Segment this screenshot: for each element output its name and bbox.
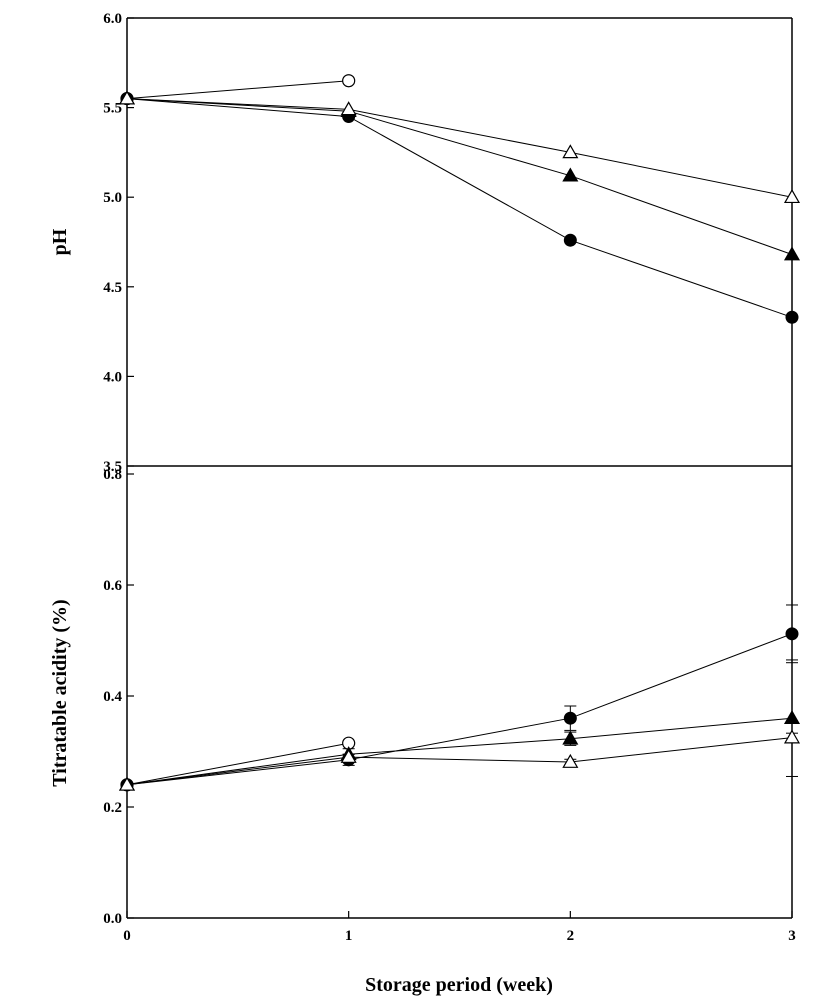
acidity-y-tick-label: 0.4 bbox=[103, 689, 122, 705]
ph-point-filled-triangle bbox=[783, 246, 801, 261]
acidity-point-open-triangle bbox=[562, 753, 579, 768]
acidity-y-tick-label: 0.8 bbox=[103, 467, 122, 483]
acidity-point-open-triangle bbox=[340, 748, 357, 763]
tick-layer: 3.5 4.0 4.5 5.0 5.5 6.0 0.0 0.2 0.4 0.6 0.8 0 1 2 3 bbox=[103, 11, 796, 944]
error-bars bbox=[342, 604, 798, 777]
acidity-series-open-triangle-line bbox=[126, 737, 793, 786]
acidity-series-filled-circle-line bbox=[126, 633, 793, 786]
ph-series-filled-triangle-line bbox=[126, 98, 793, 255]
ph-series-open-triangle-line bbox=[126, 98, 793, 198]
series-markers bbox=[118, 74, 801, 792]
ph-point-open-circle bbox=[342, 74, 356, 88]
acidity-series-filled-triangle-line bbox=[126, 717, 793, 786]
ph-y-tick-label: 6.0 bbox=[103, 11, 122, 27]
ph-series-open-circle-line bbox=[126, 80, 349, 100]
ph-y-tick-label: 5.0 bbox=[103, 190, 122, 206]
ph-y-tick-label: 3.5 bbox=[103, 459, 122, 475]
x-tick-label: 3 bbox=[788, 928, 796, 944]
x-tick-label: 1 bbox=[345, 928, 353, 944]
top-panel-frame bbox=[126, 17, 793, 919]
ph-series-filled-circle-line bbox=[126, 98, 793, 318]
ph-y-tick-label: 4.0 bbox=[103, 369, 122, 385]
x-tick-label: 2 bbox=[567, 928, 575, 944]
acidity-point-filled-triangle bbox=[783, 709, 801, 725]
y-axis-title-acidity: Titratable acidity (%) bbox=[49, 599, 71, 786]
acidity-point-filled-triangle bbox=[562, 730, 579, 745]
ph-point-open-triangle bbox=[562, 144, 579, 159]
ph-point-open-triangle bbox=[783, 188, 801, 204]
ph-point-open-triangle bbox=[118, 90, 136, 105]
ph-y-tick-label: 4.5 bbox=[103, 280, 122, 296]
acidity-series-open-circle-line bbox=[126, 742, 349, 786]
acidity-y-tick-label: 0.2 bbox=[103, 800, 122, 816]
ph-point-filled-circle bbox=[563, 233, 577, 247]
acidity-point-filled-circle bbox=[563, 711, 577, 725]
acidity-y-tick-label: 0.0 bbox=[103, 911, 122, 927]
y-axis-title-ph: pH bbox=[49, 228, 71, 255]
ph-y-tick-label: 5.5 bbox=[103, 101, 122, 117]
acidity-point-open-triangle bbox=[783, 729, 801, 744]
ph-point-open-triangle bbox=[340, 101, 357, 116]
acidity-point-filled-circle bbox=[785, 627, 799, 641]
ph-point-filled-circle bbox=[785, 310, 799, 324]
ph-point-filled-triangle bbox=[562, 167, 579, 182]
series-lines bbox=[126, 80, 793, 786]
x-axis-title: Storage period (week) bbox=[365, 974, 553, 996]
x-tick-label: 0 bbox=[123, 928, 131, 944]
acidity-point-open-triangle bbox=[118, 776, 136, 791]
acidity-y-tick-label: 0.6 bbox=[103, 578, 122, 594]
